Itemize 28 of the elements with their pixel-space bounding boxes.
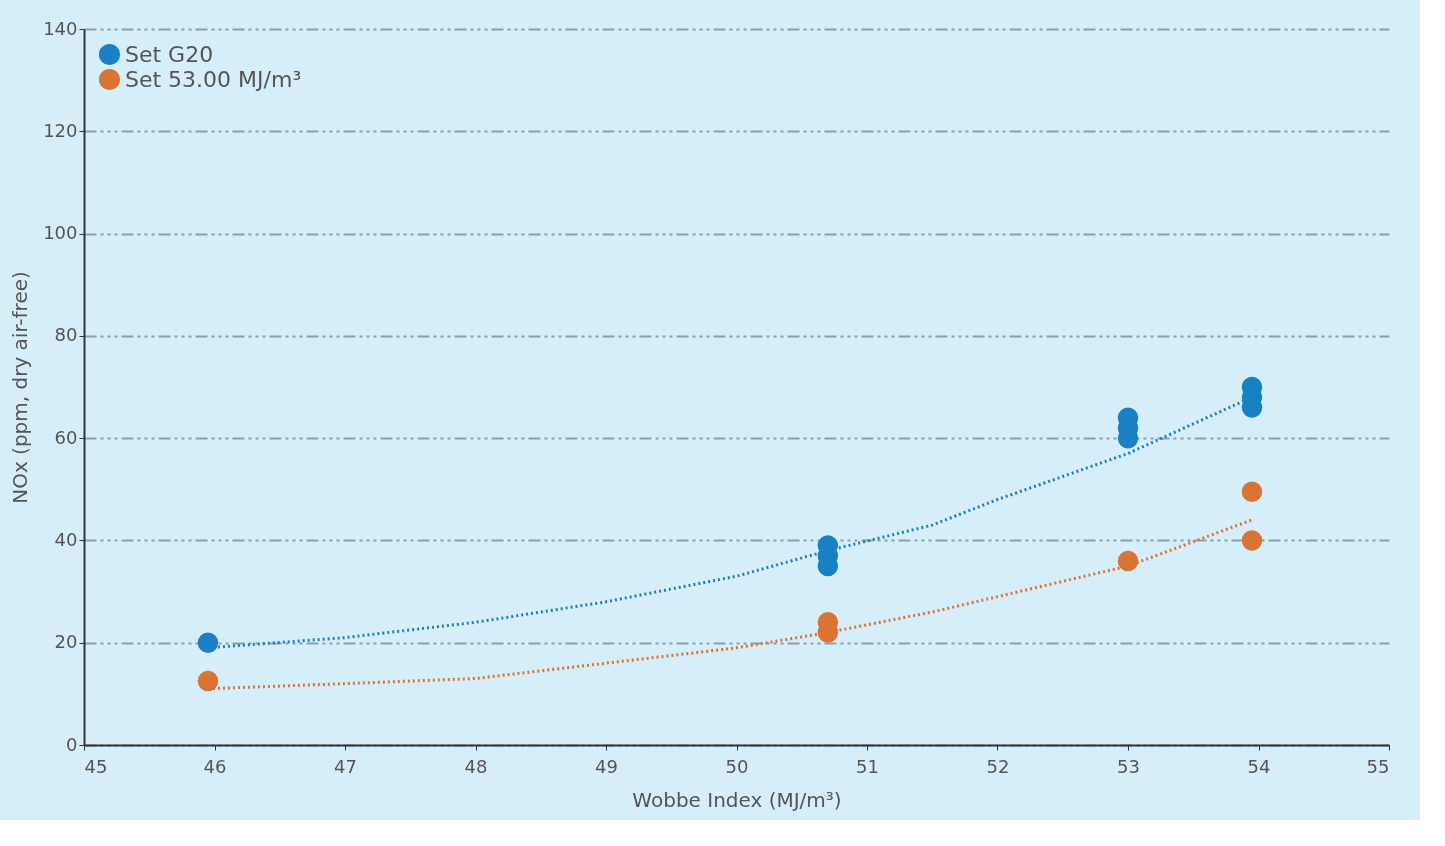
x-tick-label: 46: [203, 755, 227, 777]
y-axis-title: NOx (ppm, dry air-free): [8, 271, 33, 504]
point: [197, 670, 219, 692]
y-tick-label: 140: [43, 17, 78, 39]
x-tick-label: 47: [334, 755, 357, 777]
point: [1241, 530, 1263, 551]
point: [1117, 550, 1139, 572]
x-tick-label: 55: [1366, 755, 1390, 777]
point: [197, 632, 219, 653]
legend-label: Set 53.00 MJ/m³: [125, 66, 302, 92]
y-tick-label: 20: [54, 631, 78, 653]
x-tick-label: 51: [856, 755, 879, 777]
x-tick-label: 53: [1117, 755, 1140, 777]
point: [1241, 481, 1263, 503]
x-tick-label: 49: [595, 755, 618, 777]
y-tick-label: 60: [54, 426, 78, 448]
y-tick-label: 40: [54, 528, 78, 550]
x-tick-label: 50: [725, 755, 749, 777]
x-tick-label: 48: [464, 755, 488, 777]
x-tick-label: 45: [84, 755, 108, 777]
y-tick-label: 120: [43, 119, 78, 141]
x-tick-label: 54: [1247, 755, 1271, 777]
legend-label: Set G20: [125, 41, 214, 67]
y-tick-label: 0: [66, 733, 78, 755]
x-tick-label: 52: [986, 755, 1010, 777]
y-tick-label: 100: [43, 222, 78, 244]
y-tick-label: 80: [54, 324, 78, 346]
x-axis-title: Wobbe Index (MJ/m³): [632, 787, 842, 812]
